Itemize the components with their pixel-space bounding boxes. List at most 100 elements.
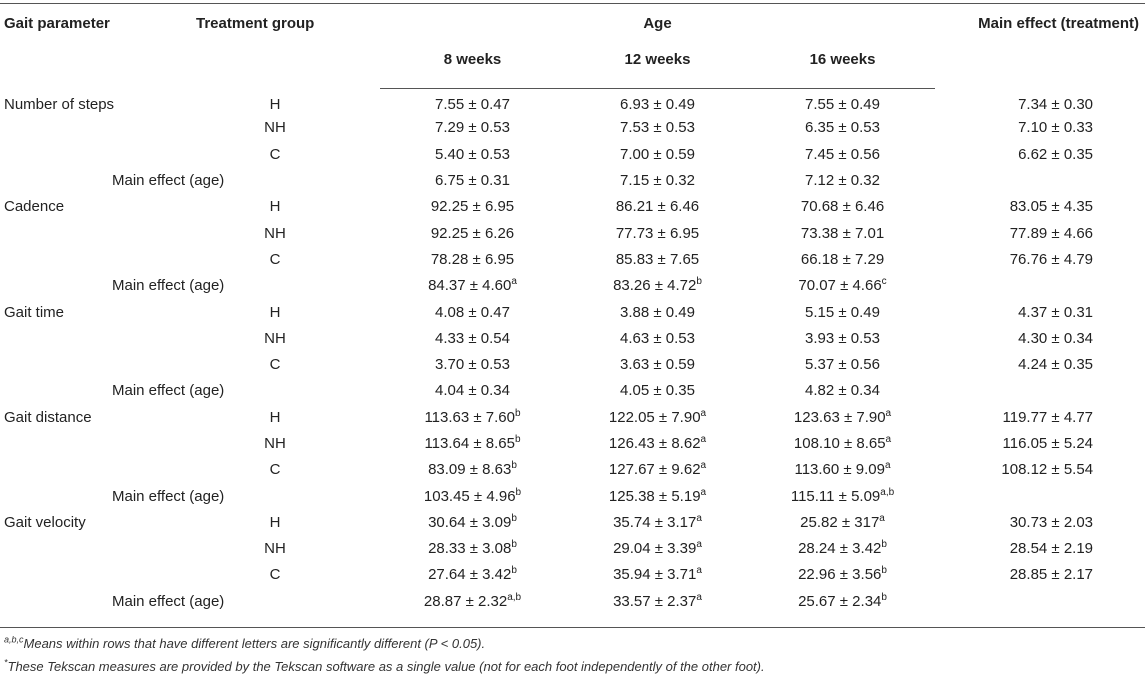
significance-letter: a,b bbox=[507, 591, 522, 603]
footnote-significance: a,b,cMeans within rows that have differe… bbox=[4, 635, 486, 651]
significance-letter: b bbox=[511, 565, 517, 577]
value: 6.93 ± 0.49 bbox=[620, 96, 695, 114]
header-week: 8 weeks bbox=[380, 38, 565, 89]
age-value-cell: 108.10 ± 8.65a bbox=[750, 430, 935, 456]
gait-parameter-cell: Number of steps bbox=[4, 96, 115, 114]
age-value-cell: 7.45 ± 0.56 bbox=[750, 141, 935, 167]
table-row: Gait velocity H 30.64 ± 3.09b 35.74 ± 3.17a… bbox=[0, 509, 1145, 535]
significance-letter: b bbox=[511, 512, 517, 524]
gait-parameter-cell: Gait distance bbox=[4, 408, 92, 426]
value: 113.64 ± 8.65 bbox=[424, 435, 515, 452]
significance-letter: b bbox=[515, 486, 522, 498]
age-value-cell: 27.64 ± 3.42b bbox=[380, 562, 565, 588]
header-week: 12 weeks bbox=[565, 38, 750, 89]
age-value-cell: 6.35 ± 0.53 bbox=[750, 115, 935, 141]
age-value-cell: 30.64 ± 3.09b bbox=[380, 509, 565, 535]
main-effect-treatment-cell: 28.85 ± 2.17 bbox=[1009, 566, 1094, 584]
value: 126.43 ± 8.62 bbox=[608, 435, 701, 452]
value: 35.94 ± 3.71 bbox=[613, 566, 697, 584]
age-value-cell: 115.11 ± 5.09a,b bbox=[750, 483, 935, 509]
significance-letter: c bbox=[881, 276, 887, 288]
treatment-group-cell: H bbox=[269, 408, 281, 426]
gait-parameter-cell: Cadence bbox=[4, 198, 65, 216]
gait-parameter-cell bbox=[0, 351, 170, 377]
footnote-marker: * bbox=[4, 657, 8, 668]
main-effect-treatment-cell: 7.34 ± 0.30 bbox=[1018, 96, 1094, 114]
significance-letter: a bbox=[700, 486, 707, 498]
age-value-cell: 7.29 ± 0.53 bbox=[380, 115, 565, 141]
gait-parameter-cell bbox=[0, 536, 170, 562]
footnote-text: Means within rows that have different le… bbox=[23, 636, 486, 651]
table-row: NH 92.25 ± 6.26 77.73 ± 6.95 73.38 ± 7.01 77… bbox=[0, 220, 1145, 246]
value: 25.67 ± 2.34 bbox=[798, 592, 882, 610]
gait-parameter-cell bbox=[0, 562, 170, 588]
value: 92.25 ± 6.95 bbox=[430, 198, 515, 216]
significance-letter: b bbox=[881, 565, 887, 577]
significance-letter: a bbox=[696, 539, 702, 551]
age-value-cell: 7.00 ± 0.59 bbox=[565, 141, 750, 167]
header-treatment-group: Treatment group bbox=[196, 15, 315, 32]
main-effect-treatment-cell: 30.73 ± 2.03 bbox=[1009, 513, 1094, 531]
value: 70.07 ± 4.66 bbox=[798, 277, 882, 295]
age-value-cell: 125.38 ± 5.19a bbox=[565, 483, 750, 509]
gait-parameter-cell bbox=[0, 220, 170, 246]
age-value-cell: 25.82 ± 317a bbox=[750, 509, 935, 535]
value: 113.63 ± 7.60 bbox=[424, 408, 515, 426]
significance-letter: a bbox=[700, 407, 707, 419]
age-value-cell: 4.05 ± 0.35 bbox=[565, 378, 750, 404]
age-value-cell: 25.67 ± 2.34b bbox=[750, 588, 935, 614]
main-effect-treatment-cell: 4.37 ± 0.31 bbox=[1018, 303, 1094, 321]
age-value-cell: 127.67 ± 9.62a bbox=[565, 457, 750, 483]
value: 22.96 ± 3.56 bbox=[798, 566, 882, 584]
treatment-group-cell: C bbox=[269, 566, 281, 584]
header-week: 16 weeks bbox=[750, 38, 936, 89]
value: 103.45 ± 4.96 bbox=[423, 487, 516, 505]
value: 5.37 ± 0.56 bbox=[805, 356, 880, 374]
significance-letter: a bbox=[511, 276, 517, 288]
value: 30.64 ± 3.09 bbox=[428, 513, 512, 531]
gait-parameter-cell: Gait velocity bbox=[4, 513, 86, 531]
age-value-cell: 92.25 ± 6.95 bbox=[380, 194, 565, 220]
treatment-group-cell: H bbox=[269, 513, 281, 531]
value: 78.28 ± 6.95 bbox=[430, 250, 515, 268]
treatment-group-cell: NH bbox=[264, 224, 286, 242]
age-value-cell: 35.74 ± 3.17a bbox=[565, 509, 750, 535]
gait-parameter-cell bbox=[0, 115, 170, 141]
value: 4.08 ± 0.47 bbox=[435, 303, 510, 321]
main-effect-age-row: Main effect (age) 103.45 ± 4.96b 125.38 ± … bbox=[0, 483, 1145, 509]
age-value-cell: 22.96 ± 3.56b bbox=[750, 562, 935, 588]
main-effect-treatment-cell: 4.30 ± 0.34 bbox=[1018, 329, 1094, 347]
value: 7.12 ± 0.32 bbox=[805, 172, 880, 190]
value: 86.21 ± 6.46 bbox=[615, 198, 700, 216]
value: 92.25 ± 6.26 bbox=[430, 224, 515, 242]
age-value-cell: 77.73 ± 6.95 bbox=[565, 220, 750, 246]
significance-letter: a bbox=[879, 512, 885, 524]
main-effect-age-label: Main effect (age) bbox=[112, 487, 225, 505]
main-effect-treatment-cell bbox=[935, 378, 1145, 404]
value: 73.38 ± 7.01 bbox=[800, 224, 885, 242]
age-value-cell: 4.33 ± 0.54 bbox=[380, 325, 565, 351]
age-value-cell: 113.64 ± 8.65b bbox=[380, 430, 565, 456]
footnote-tekscan: *These Tekscan measures are provided by … bbox=[4, 657, 765, 674]
table-row: Number of steps H 7.55 ± 0.47 6.93 ± 0.49 7.… bbox=[0, 89, 1145, 115]
main-effect-treatment-cell: 77.89 ± 4.66 bbox=[1009, 224, 1094, 242]
table-row: NH 28.33 ± 3.08b 29.04 ± 3.39a 28.24 ± 3.42… bbox=[0, 536, 1145, 562]
main-effect-treatment-cell: 28.54 ± 2.19 bbox=[1009, 540, 1094, 558]
gait-parameter-cell bbox=[0, 457, 170, 483]
value: 83.09 ± 8.63 bbox=[428, 461, 512, 479]
value: 108.10 ± 8.65 bbox=[793, 435, 886, 452]
value: 3.63 ± 0.59 bbox=[620, 356, 695, 374]
value: 4.63 ± 0.53 bbox=[620, 329, 695, 347]
age-value-cell: 78.28 ± 6.95 bbox=[380, 246, 565, 272]
age-value-cell: 4.04 ± 0.34 bbox=[380, 378, 565, 404]
value: 6.35 ± 0.53 bbox=[805, 119, 880, 137]
age-value-cell: 113.60 ± 9.09a bbox=[750, 457, 935, 483]
treatment-group-cell: C bbox=[269, 145, 281, 163]
age-value-cell: 3.93 ± 0.53 bbox=[750, 325, 935, 351]
value: 3.70 ± 0.53 bbox=[435, 356, 510, 374]
gait-parameter-cell bbox=[0, 325, 170, 351]
age-value-cell: 28.87 ± 2.32a,b bbox=[380, 588, 565, 614]
treatment-group-cell: NH bbox=[264, 540, 286, 558]
table-row: Gait distance H 113.63 ± 7.60b 122.05 ± 7.9… bbox=[0, 404, 1145, 430]
value: 4.82 ± 0.34 bbox=[805, 382, 880, 400]
